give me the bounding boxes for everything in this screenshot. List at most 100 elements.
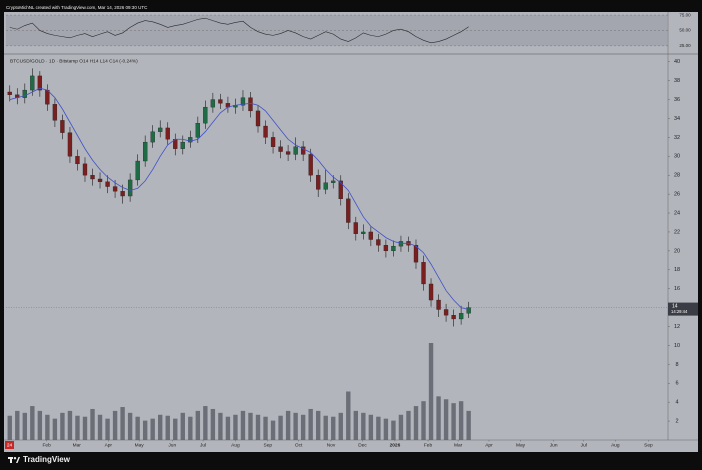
candle-body	[293, 146, 298, 155]
volume-bar	[248, 412, 253, 440]
x-tick-label: May	[516, 442, 526, 448]
candle-body	[346, 198, 351, 223]
candle-body	[383, 245, 389, 252]
candle-body	[255, 110, 261, 127]
candle-body	[308, 154, 313, 176]
volume-bar	[75, 415, 80, 440]
volume-bar	[458, 401, 464, 440]
candle-body	[97, 178, 103, 182]
volume-bar	[451, 403, 456, 440]
x-tick-label: Feb	[424, 442, 433, 448]
x-tick-label: Dec	[358, 442, 367, 448]
volume-bar	[391, 420, 396, 440]
candle-body	[398, 241, 404, 247]
y-tick-label: 36	[674, 97, 680, 103]
candle-body	[240, 97, 246, 106]
volume-bar	[195, 410, 201, 440]
header-text: CryptoMichNL created with TradingView.co…	[6, 5, 148, 10]
start-flag	[5, 441, 14, 449]
rsi-tick-label: 25.00	[679, 43, 691, 48]
candle-body	[361, 231, 366, 234]
candle-body	[368, 231, 374, 240]
candle-body	[316, 175, 321, 190]
rsi-line	[9, 17, 469, 44]
x-tick-label: Jul	[581, 442, 587, 448]
candle-body	[458, 313, 464, 320]
y-tick-label: 22	[674, 229, 680, 235]
y-tick-label: 40	[674, 59, 680, 65]
volume-bar	[428, 343, 434, 440]
volume-bar	[353, 410, 359, 440]
volume-bar	[15, 410, 20, 440]
candle-body	[180, 141, 185, 149]
candle-body	[127, 179, 133, 197]
x-tick-label: Jun	[168, 442, 176, 448]
candle-body	[203, 106, 208, 124]
last-price-box	[668, 302, 698, 316]
candle-body	[165, 127, 170, 140]
volume-bar	[203, 406, 208, 440]
logo-stem	[10, 457, 12, 463]
y-tick-label: 8	[675, 362, 678, 368]
last-price-label: 14	[672, 303, 678, 309]
volume-bar	[37, 410, 43, 440]
countdown-label: 14:29:44	[671, 309, 688, 314]
y-tick-label: 12	[674, 324, 680, 330]
rsi-band	[6, 15, 668, 46]
candle-body	[120, 191, 125, 197]
y-tick-label: 2	[675, 419, 678, 425]
volume-bar	[150, 418, 155, 440]
volume-bar	[218, 412, 223, 440]
candle-body	[105, 181, 110, 187]
volume-bar	[331, 416, 336, 440]
x-tick-label: Oct	[295, 442, 303, 448]
x-tick-label: 2026	[390, 442, 401, 448]
volume-bar	[7, 415, 12, 440]
volume-bar	[173, 418, 178, 440]
volume-bar	[120, 407, 125, 440]
logo-slash	[16, 457, 20, 463]
volume-bar	[105, 418, 110, 440]
candle-body	[188, 137, 193, 143]
candle-body	[90, 175, 95, 180]
volume-bar	[368, 414, 374, 440]
volume-bar	[30, 406, 35, 440]
volume-bar	[421, 401, 426, 440]
y-tick-label: 28	[674, 173, 680, 179]
volume-bar	[255, 414, 261, 440]
candle-body	[210, 99, 216, 108]
volume-bar	[308, 408, 313, 440]
candle-body	[376, 239, 381, 246]
volume-bar	[376, 416, 381, 440]
y-tick-label: 38	[674, 78, 680, 84]
volume-bar	[67, 410, 73, 440]
volume-bar	[293, 412, 298, 440]
candle-body	[451, 315, 456, 320]
volume-bar	[270, 420, 276, 440]
volume-bar	[406, 410, 411, 440]
volume-bar	[135, 416, 140, 440]
volume-bar	[436, 396, 441, 440]
candle-body	[353, 222, 358, 234]
x-tick-label: Apr	[485, 442, 493, 448]
volume-bar	[97, 414, 103, 440]
volume-bar	[300, 414, 306, 440]
moving-average-line	[9, 87, 469, 310]
volume-bar	[383, 418, 389, 440]
volume-bar	[398, 414, 404, 440]
candle-body	[75, 156, 80, 165]
y-tick-label: 6	[675, 381, 678, 387]
y-tick-label: 4	[675, 400, 678, 406]
start-flag-label: 24	[7, 442, 13, 448]
candle-body	[413, 245, 419, 263]
candle-body	[300, 146, 306, 155]
candle-body	[22, 89, 27, 98]
volume-bar	[210, 408, 216, 440]
candle-body	[82, 163, 88, 176]
x-tick-label: Sep	[264, 442, 273, 448]
y-tick-label: 16	[674, 286, 680, 292]
candle-body	[30, 75, 35, 91]
candle-body	[436, 299, 441, 310]
volume-bar	[90, 408, 95, 440]
